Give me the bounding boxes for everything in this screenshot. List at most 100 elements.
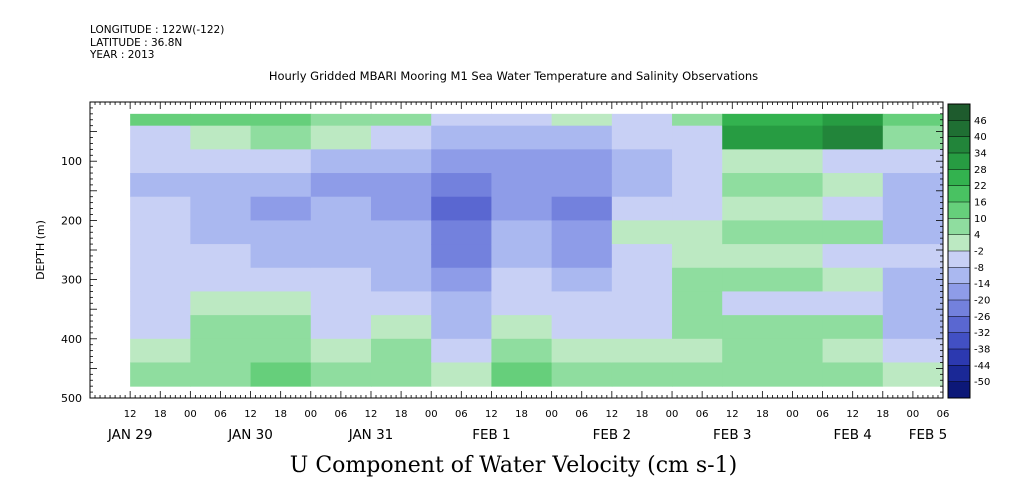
colorbar-label: 28 [974, 165, 987, 176]
longitude-label: LONGITUDE : 122W(-122) [90, 24, 225, 36]
heatmap-cell [491, 196, 553, 221]
colorbar-segment [948, 202, 970, 219]
heatmap-cell [722, 291, 824, 316]
x-hour-tick-label: 06 [214, 409, 227, 420]
heatmap-cell [672, 125, 723, 150]
latitude-label: LATITUDE : 36.8N [90, 36, 183, 49]
heatmap-cell [551, 125, 613, 150]
heatmap-cell [250, 315, 312, 340]
colorbar-label: 40 [974, 132, 987, 143]
heatmap-cell [491, 149, 553, 174]
heatmap-cell [250, 244, 312, 269]
heatmap-cell [370, 196, 432, 221]
heatmap-cell [672, 291, 723, 316]
heatmap-cell [822, 173, 884, 198]
heatmap-cell [611, 315, 673, 340]
heatmap-cell [611, 338, 673, 363]
colorbar-label: 4 [974, 230, 980, 241]
heatmap-cell [822, 291, 884, 316]
colorbar-segment [948, 185, 970, 203]
colorbar-label: 22 [974, 181, 987, 192]
x-hour-tick-label: 12 [244, 409, 257, 420]
x-hour-tick-label: 06 [335, 409, 348, 420]
heatmap-cell [672, 149, 723, 174]
heatmap-cell [672, 173, 723, 198]
heatmap-cell [310, 338, 372, 363]
heatmap-cell [250, 267, 312, 292]
heatmap-cell [722, 196, 824, 221]
heatmap-cell [722, 267, 824, 292]
heatmap-cell [822, 113, 884, 127]
heatmap-cell [491, 315, 553, 340]
heatmap-cell [882, 196, 944, 221]
x-hour-tick-label: 06 [937, 409, 950, 420]
variable-title: U Component of Water Velocity (cm s-1) [289, 453, 738, 478]
heatmap-cell [882, 149, 944, 174]
heatmap-cell [672, 244, 723, 269]
heatmap-cell [822, 149, 884, 174]
x-hour-tick-label: 00 [304, 409, 317, 420]
heatmap-cell [250, 113, 312, 127]
x-hour-tick-label: 18 [154, 409, 167, 420]
y-tick-label: 400 [61, 333, 82, 346]
heatmap-cell [250, 362, 312, 387]
heatmap-cell [722, 220, 824, 245]
heatmap-cell [310, 125, 372, 150]
heatmap-cell [551, 220, 613, 245]
heatmap-cell [722, 244, 824, 269]
heatmap-cell [491, 244, 553, 269]
heatmap-cell [822, 125, 884, 150]
heatmap-cell [672, 113, 723, 127]
heatmap-cell [722, 362, 824, 387]
heatmap-cell [130, 125, 191, 150]
colorbar-segment [948, 316, 970, 334]
y-axis-label: DEPTH (m) [34, 220, 47, 280]
heatmap-cell [431, 220, 492, 245]
heatmap-cell [130, 196, 191, 221]
heatmap-cell [190, 267, 252, 292]
y-tick-label: 300 [61, 274, 82, 287]
colorbar-segment [948, 218, 970, 236]
heatmap-cell [190, 291, 252, 316]
heatmap-cell [882, 173, 944, 198]
heatmap-cell [882, 125, 944, 150]
heatmap-cell [250, 149, 312, 174]
heatmap-cell [551, 267, 613, 292]
heatmap-cell [370, 315, 432, 340]
colorbar-label: -32 [974, 328, 990, 339]
colorbar-segment [948, 120, 970, 138]
heatmap-cell [822, 220, 884, 245]
heatmap-cell [491, 125, 553, 150]
heatmap-cell [130, 338, 191, 363]
colorbar-segment [948, 267, 970, 285]
x-hour-tick-label: 18 [515, 409, 528, 420]
heatmap-cell [130, 113, 191, 127]
heatmap-cell [882, 338, 944, 363]
year-label: YEAR : 2013 [90, 49, 155, 61]
x-hour-tick-label: 12 [846, 409, 859, 420]
x-hour-tick-label: 18 [636, 409, 649, 420]
x-hour-tick-label: 00 [666, 409, 679, 420]
heatmap-cell [190, 315, 252, 340]
heatmap-cell [611, 113, 673, 127]
heatmap-cell [722, 315, 824, 340]
heatmap-cell [190, 220, 252, 245]
colorbar-label: 46 [974, 116, 987, 127]
heatmap-cell [250, 220, 312, 245]
colorbar-label: 10 [974, 214, 987, 225]
heatmap-cell [370, 113, 432, 127]
heatmap-cell [551, 315, 613, 340]
heatmap-cell [672, 338, 723, 363]
heatmap-cell [130, 315, 191, 340]
heatmap-cell [611, 125, 673, 150]
heatmap-cell [370, 220, 432, 245]
heatmap-cell [370, 362, 432, 387]
heatmap-cell [250, 173, 312, 198]
heatmap-cell [250, 291, 312, 316]
colorbar-label: 34 [974, 149, 987, 160]
heatmap-cell [431, 173, 492, 198]
x-hour-tick-label: 00 [545, 409, 558, 420]
heatmap-cell [882, 291, 944, 316]
heatmap-cell [672, 267, 723, 292]
